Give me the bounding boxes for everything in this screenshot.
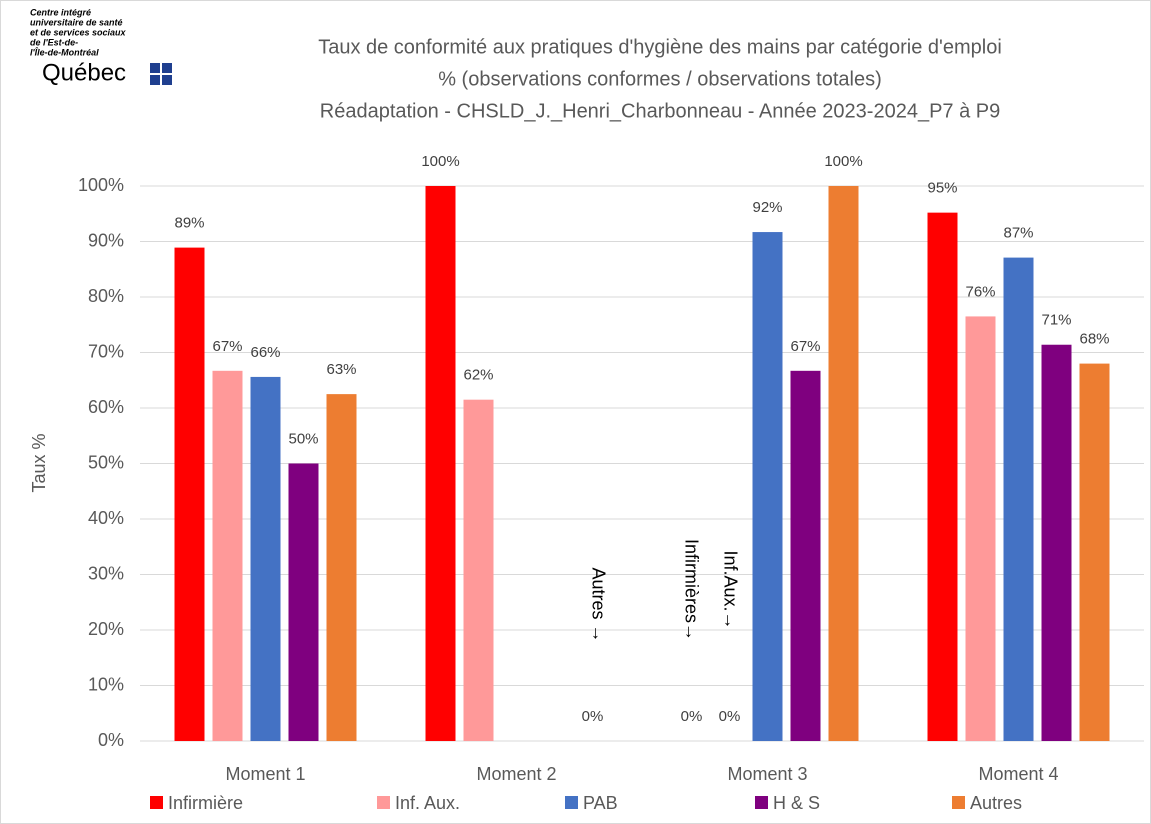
bar	[425, 186, 456, 741]
y-tick-label: 10%	[88, 674, 124, 694]
annotation: Inf.Aux.→	[720, 550, 740, 629]
y-tick-label: 20%	[88, 619, 124, 639]
bar	[828, 186, 859, 741]
bar	[288, 463, 319, 741]
data-label: 0%	[719, 708, 741, 725]
data-label: 0%	[582, 708, 604, 725]
annotation: Autres →	[588, 567, 608, 642]
data-label: 71%	[1041, 312, 1071, 329]
legend-swatch	[755, 796, 768, 809]
data-label: 100%	[824, 153, 862, 170]
data-label: 62%	[463, 367, 493, 384]
logo-line: universitaire de santé	[30, 17, 123, 27]
chart-subtitle: Réadaptation - CHSLD_J._Henri_Charbonnea…	[320, 100, 1000, 122]
bar	[1041, 344, 1072, 741]
data-label: 66%	[250, 344, 280, 361]
data-label: 87%	[1003, 225, 1033, 242]
y-tick-label: 30%	[88, 563, 124, 583]
data-label: 89%	[174, 215, 204, 232]
bar	[1079, 363, 1110, 741]
data-label: 68%	[1079, 331, 1109, 348]
bar	[790, 370, 821, 741]
x-tick-label: Moment 1	[225, 764, 305, 784]
logo-name: Québec	[42, 59, 126, 86]
logo-line: de l'Est-de-	[30, 37, 78, 47]
logo-line: Centre intégré	[30, 7, 91, 17]
legend-label: Infirmière	[168, 793, 243, 813]
legend-swatch	[565, 796, 578, 809]
legend-swatch	[150, 796, 163, 809]
bar	[1003, 257, 1034, 741]
bar	[463, 399, 494, 741]
legend-swatch	[377, 796, 390, 809]
y-tick-label: 90%	[88, 230, 124, 250]
bar	[965, 316, 996, 741]
x-tick-label: Moment 3	[727, 764, 807, 784]
legend-label: Inf. Aux.	[395, 793, 460, 813]
data-label: 95%	[927, 180, 957, 197]
y-tick-label: 50%	[88, 452, 124, 472]
y-tick-label: 80%	[88, 286, 124, 306]
data-label: 76%	[965, 283, 995, 300]
data-label: 63%	[326, 361, 356, 378]
bar	[326, 394, 357, 741]
legend-label: PAB	[583, 793, 618, 813]
legend-label: H & S	[773, 793, 820, 813]
data-label: 0%	[681, 708, 703, 725]
annotation: Infirmières→	[681, 539, 701, 641]
bar	[927, 212, 958, 741]
chart-subtitle: % (observations conformes / observations…	[438, 68, 882, 90]
y-tick-label: 70%	[88, 341, 124, 361]
bar	[752, 232, 783, 741]
y-axis-label: Taux %	[29, 433, 49, 492]
logo-flag	[150, 63, 172, 85]
x-tick-label: Moment 4	[978, 764, 1058, 784]
chart-title: Taux de conformité aux pratiques d'hygiè…	[318, 36, 1002, 58]
bar	[212, 370, 243, 741]
y-tick-label: 40%	[88, 508, 124, 528]
bar	[174, 247, 205, 742]
data-label: 67%	[790, 338, 820, 355]
x-tick-label: Moment 2	[476, 764, 556, 784]
data-label: 67%	[212, 338, 242, 355]
logo-line: et de services sociaux	[30, 27, 127, 37]
legend-label: Autres	[970, 793, 1022, 813]
y-tick-label: 0%	[98, 730, 124, 750]
legend-swatch	[952, 796, 965, 809]
bar	[250, 376, 281, 741]
logo-line: l'Île-de-Montréal	[30, 46, 99, 57]
data-label: 50%	[288, 430, 318, 447]
y-tick-label: 100%	[78, 175, 124, 195]
data-label: 100%	[421, 153, 459, 170]
y-tick-label: 60%	[88, 397, 124, 417]
data-label: 92%	[752, 199, 782, 216]
